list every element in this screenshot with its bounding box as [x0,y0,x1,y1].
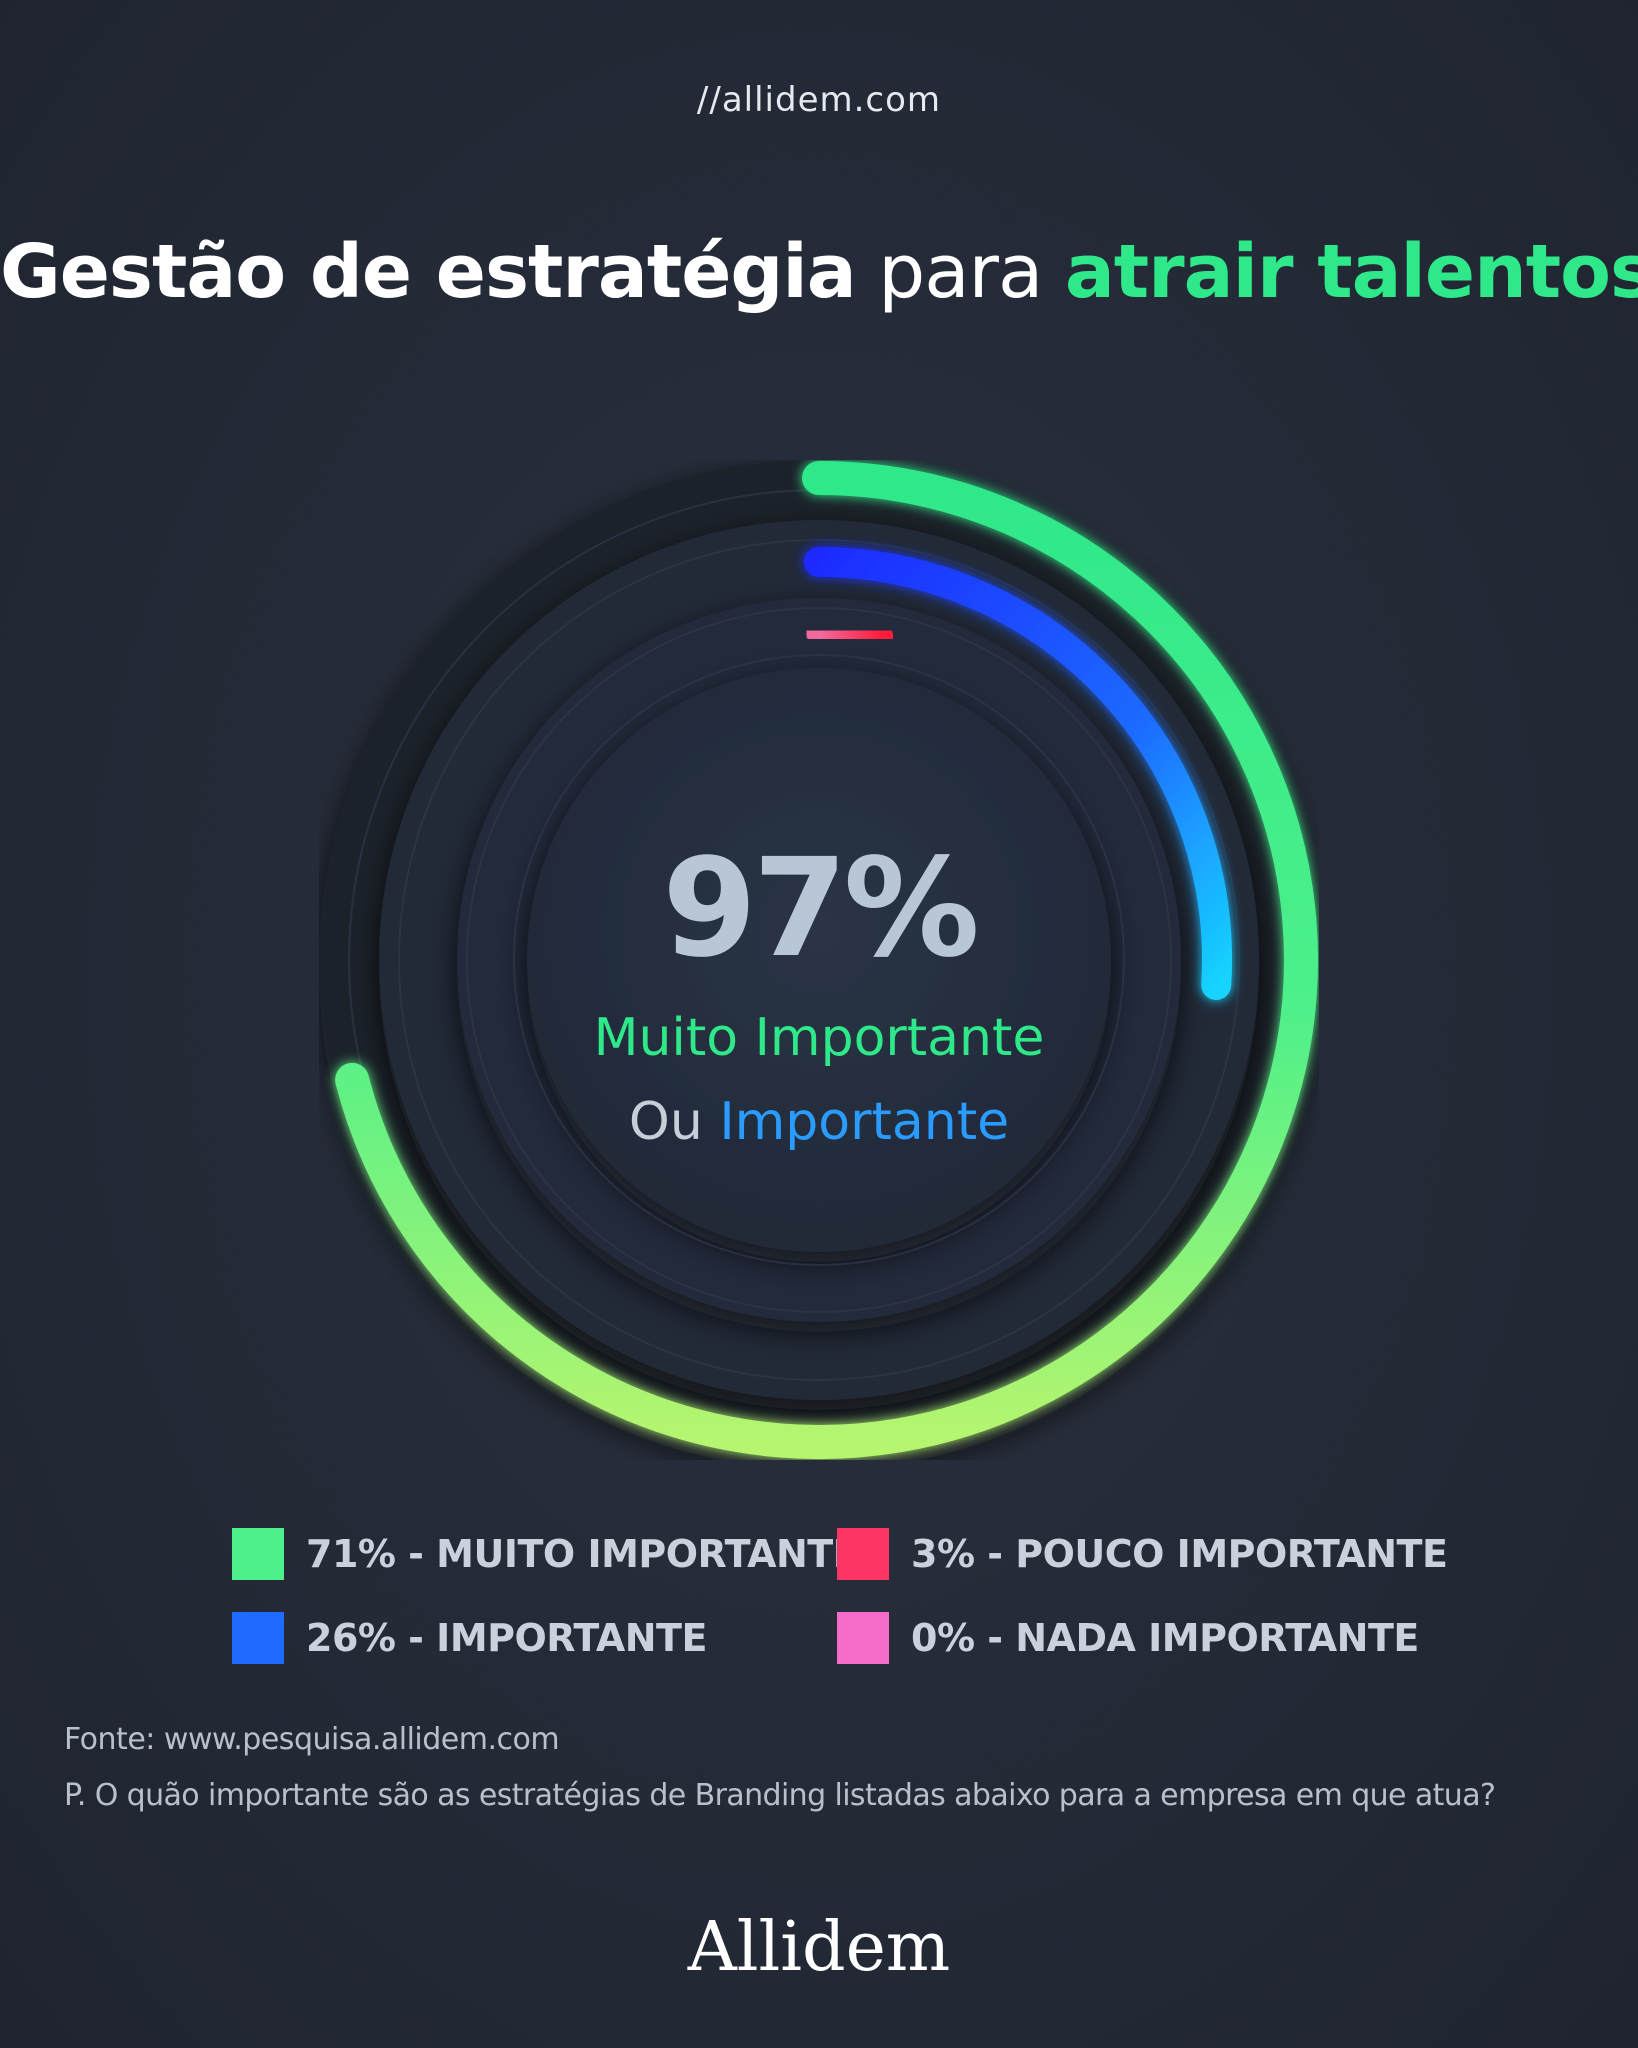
source-note: Fonte: www.pesquisa.allidem.com [64,1722,560,1757]
radial-chart [319,460,1319,1460]
legend-swatch [837,1528,889,1580]
legend-swatch [232,1612,284,1664]
page-title: Gestão de estratégia para atrair talento… [0,222,1638,322]
arc-importante [804,547,1232,1000]
ring-separator [466,607,1172,1313]
site-url: //allidem.com [696,80,942,120]
chart-rings [319,460,1319,1460]
chart-legend: 71% - MUITO IMPORTANTE 3% - POUCO IMPORT… [232,1528,1448,1678]
arc-pouco-importante [806,619,894,651]
legend-item-pouco-importante: 3% - POUCO IMPORTANTE [837,1528,1448,1580]
ring-separator [513,654,1125,1266]
legend-item-nada-importante: 0% - NADA IMPORTANTE [837,1612,1419,1664]
title-part-light: para [878,229,1043,315]
legend-swatch [837,1612,889,1664]
legend-label: 26% - IMPORTANTE [306,1616,707,1660]
arc-muito-importante [335,461,1318,1459]
legend-item-muito-importante: 71% - MUITO IMPORTANTE [232,1528,859,1580]
legend-label: 71% - MUITO IMPORTANTE [306,1532,859,1576]
legend-label: 0% - NADA IMPORTANTE [911,1616,1419,1660]
title-part-accent: atrair talentos [1064,229,1638,315]
survey-question: P. O quão importante são as estratégias … [64,1778,1496,1813]
legend-label: 3% - POUCO IMPORTANTE [911,1532,1448,1576]
title-part-bold: Gestão de estratégia [0,229,857,315]
center-disc [527,668,1111,1252]
radial-chart-svg [319,460,1319,1460]
chart-arcs [335,461,1318,1459]
legend-swatch [232,1528,284,1580]
legend-item-importante: 26% - IMPORTANTE [232,1612,707,1664]
brand-logo: Allidem [687,1908,951,1987]
ring-separator [398,539,1240,1381]
